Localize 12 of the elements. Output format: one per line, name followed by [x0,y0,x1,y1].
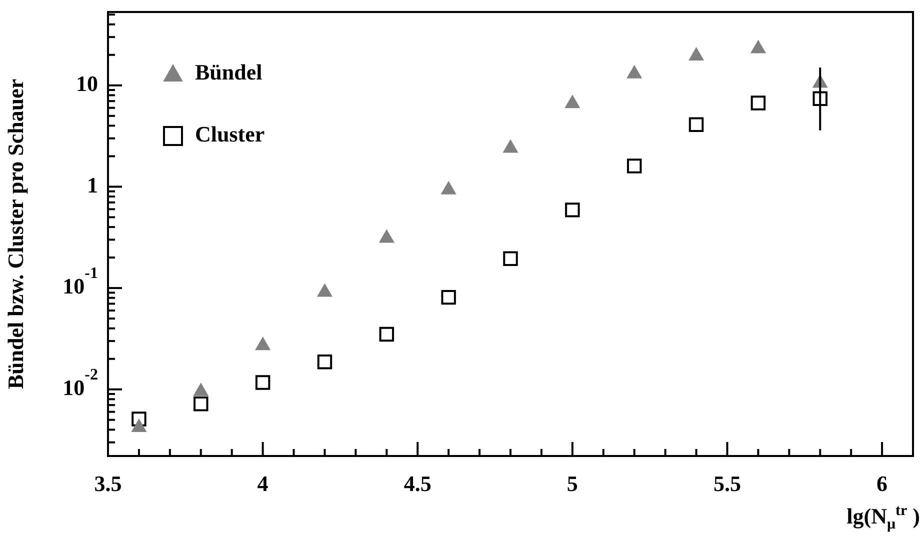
legend-label: Cluster [195,122,265,147]
x-tick-label: 4.5 [404,470,432,496]
x-tick-label: 6 [876,470,888,496]
y-axis-title: Bündel bzw. Cluster pro Schauer [2,78,28,390]
y-tick-label: 10 [76,71,98,96]
x-tick-label: 3.5 [94,470,122,496]
y-tick-label: 1 [87,172,98,198]
x-tick-label: 4 [257,470,268,496]
x-axis-title: lg(N$_{μ}$$^{tr}$ ) [846,503,920,534]
x-tick-label: 5 [566,470,578,496]
x-tick-label: 5.5 [713,470,741,496]
legend-label: Bündel [195,60,262,85]
